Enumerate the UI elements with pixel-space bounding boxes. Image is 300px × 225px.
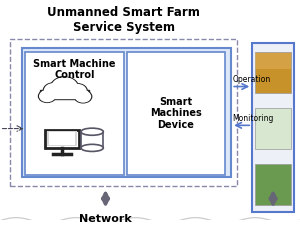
Bar (40, 90, 89, 99)
Bar (127, 52, 225, 175)
Bar (255, 108, 291, 149)
Text: Operation: Operation (232, 75, 271, 84)
Text: Network: Network (79, 214, 132, 224)
Text: Monitoring: Monitoring (232, 114, 274, 123)
Circle shape (67, 84, 87, 98)
Bar (255, 53, 291, 69)
Bar (10, 39, 237, 186)
Bar (49, 132, 75, 145)
Circle shape (52, 78, 77, 96)
Circle shape (76, 91, 91, 102)
Bar (42, 90, 87, 98)
Text: Smart Machine
Control: Smart Machine Control (33, 58, 116, 80)
Bar (252, 43, 294, 212)
Bar (47, 131, 77, 146)
Circle shape (51, 77, 78, 97)
Ellipse shape (81, 128, 103, 135)
Circle shape (44, 84, 64, 97)
Circle shape (38, 90, 56, 102)
Circle shape (68, 85, 86, 97)
Circle shape (74, 90, 92, 103)
Circle shape (40, 91, 55, 101)
Bar (255, 52, 291, 93)
Circle shape (43, 83, 65, 98)
Bar (45, 130, 79, 148)
Bar (25, 52, 124, 175)
Ellipse shape (81, 144, 103, 151)
Bar (81, 132, 103, 148)
Bar (22, 48, 231, 177)
Text: Unmanned Smart Farm
Service System: Unmanned Smart Farm Service System (47, 6, 200, 34)
Text: Smart
Machines
Device: Smart Machines Device (150, 97, 202, 130)
Bar (255, 164, 291, 205)
